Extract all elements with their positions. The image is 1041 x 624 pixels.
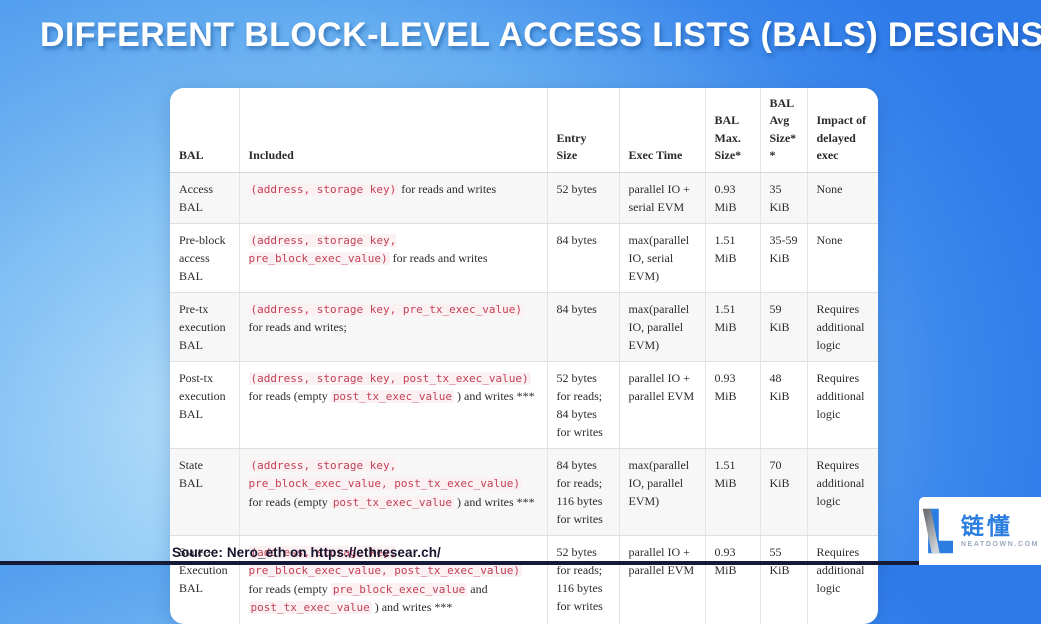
cell-impact: None [807,172,878,224]
cell-entry-size: 84 bytes [547,292,620,362]
code-snippet: (address, storage key) [248,182,399,196]
cell-exec-time: max(parallel IO, parallel EVM) [619,292,706,362]
cell-avg-size: 35 KiB [760,172,808,224]
column-header-impact: Impact of delayed exec [807,88,878,173]
cell-exec-time: max(parallel IO, parallel EVM) [619,448,706,536]
cell-entry-size: 84 bytes for reads; 116 bytes for writes [547,448,620,536]
included-plain-text: for reads and writes [389,251,488,266]
column-header-bal: BAL [170,88,240,173]
cell-max-size: 1.51 MiB [705,223,761,293]
header-row: BAL Included Entry Size Exec Time BAL Ma… [170,88,878,173]
cell-max-size: 1.51 MiB [705,448,761,536]
cell-bal: Access BAL [170,172,240,224]
table-card: BAL Included Entry Size Exec Time BAL Ma… [170,88,878,624]
code-snippet: (address, storage key, pre_block_exec_va… [248,458,523,491]
table-row-state-bal: State BAL (address, storage key, pre_blo… [170,448,878,536]
cell-entry-size: 52 bytes [547,172,620,224]
code-snippet: (address, storage key, post_tx_exec_valu… [248,371,531,385]
bottom-edge-bar [0,561,1041,565]
cell-exec-time: parallel IO + parallel EVM [619,361,706,449]
cell-impact: Requires additional logic [807,361,878,449]
cell-impact: Requires additional logic [807,448,878,536]
cell-included: (address, storage key) for reads and wri… [239,172,548,224]
code-snippet: (address, storage key, pre_tx_exec_value… [248,302,525,316]
included-plain-text: ) and writes *** [371,600,453,615]
code-snippet: post_tx_exec_value [330,390,455,404]
included-plain-text: ) and writes *** [454,494,535,509]
logo-domain-text: NEATDOWN.COM [960,541,1040,549]
included-plain-text: for reads and writes; [248,320,347,335]
included-plain-text: for reads (empty [248,389,331,404]
cell-max-size: 1.51 MiB [705,292,761,362]
column-header-avg-size: BAL Avg Size** [760,88,808,173]
cell-max-size: 0.93 MiB [705,535,761,624]
neatdown-logo-icon [921,508,953,554]
logo-cn-text: 链懂 [960,512,1013,539]
cell-bal: Pre-block access BAL [170,223,240,293]
cell-exec-time: parallel IO + parallel EVM [619,535,706,624]
code-snippet: pre_block_exec_value [330,582,468,596]
cell-entry-size: 52 bytes for reads; 116 bytes for writes [547,535,620,624]
code-snippet: (address, storage key, pre_block_exec_va… [248,233,397,266]
cell-bal: Post-tx execution BAL [170,361,240,449]
cell-impact: Requires additional logic [816,544,865,595]
cell-exec-time: max(parallel IO, serial EVM) [619,223,706,293]
cell-max-size: 0.93 MiB [705,172,761,224]
cell-avg-size: 70 KiB [760,448,808,536]
cell-entry-size: 84 bytes [547,223,620,293]
code-snippet: post_tx_exec_value [248,601,372,615]
included-plain-text: for reads and writes [398,181,497,196]
cell-avg-size: 59 KiB [760,292,808,362]
column-header-entry-size: Entry Size [547,88,620,173]
cell-entry-size: 52 bytes for reads; 84 bytes for writes [547,361,620,449]
cell-included: (address, storage key, post_tx_exec_valu… [239,361,548,449]
included-plain-text: and [467,581,488,596]
column-header-included: Included [239,88,548,173]
table-row-pre-tx-execution-bal: Pre-tx execution BAL (address, storage k… [170,292,878,362]
cell-exec-time: parallel IO + serial EVM [619,172,706,224]
source-attribution: Source: Nero_eth on https://ethresear.ch… [172,545,441,560]
table-row-access-bal: Access BAL (address, storage key) for re… [170,172,878,224]
cell-bal: Pre-tx execution BAL [170,292,240,362]
included-plain-text: for reads (empty [248,494,331,509]
column-header-max-size: BAL Max. Size* [705,88,761,173]
table-row-post-tx-execution-bal: Post-tx execution BAL (address, storage … [170,361,878,449]
included-plain-text: for reads (empty [248,581,331,596]
cell-avg-size: 35-59 KiB [760,223,808,293]
watermark-logo: 链懂 NEATDOWN.COM [919,497,1041,565]
cell-avg-size: 48 KiB [760,361,808,449]
cell-impact: Requires additional logic [807,292,878,362]
table-row-pre-block-access-bal: Pre-block access BAL (address, storage k… [170,223,878,293]
cell-max-size: 0.93 MiB [705,361,761,449]
bals-comparison-table: BAL Included Entry Size Exec Time BAL Ma… [170,88,878,624]
cell-bal: State BAL [170,448,240,536]
cell-included: (address, storage key, pre_block_exec_va… [239,223,548,293]
column-header-exec-time: Exec Time [619,88,706,173]
cell-impact: None [807,223,878,293]
code-snippet: post_tx_exec_value [330,495,455,509]
cell-included: (address, storage key, pre_tx_exec_value… [239,292,548,362]
included-plain-text: ) and writes *** [454,389,535,404]
cell-included: (address, storage key, pre_block_exec_va… [239,448,548,536]
slide-title: DIFFERENT BLOCK-LEVEL ACCESS LISTS (BALS… [40,16,1041,54]
cell-avg-size: 55 KiB [760,535,808,624]
